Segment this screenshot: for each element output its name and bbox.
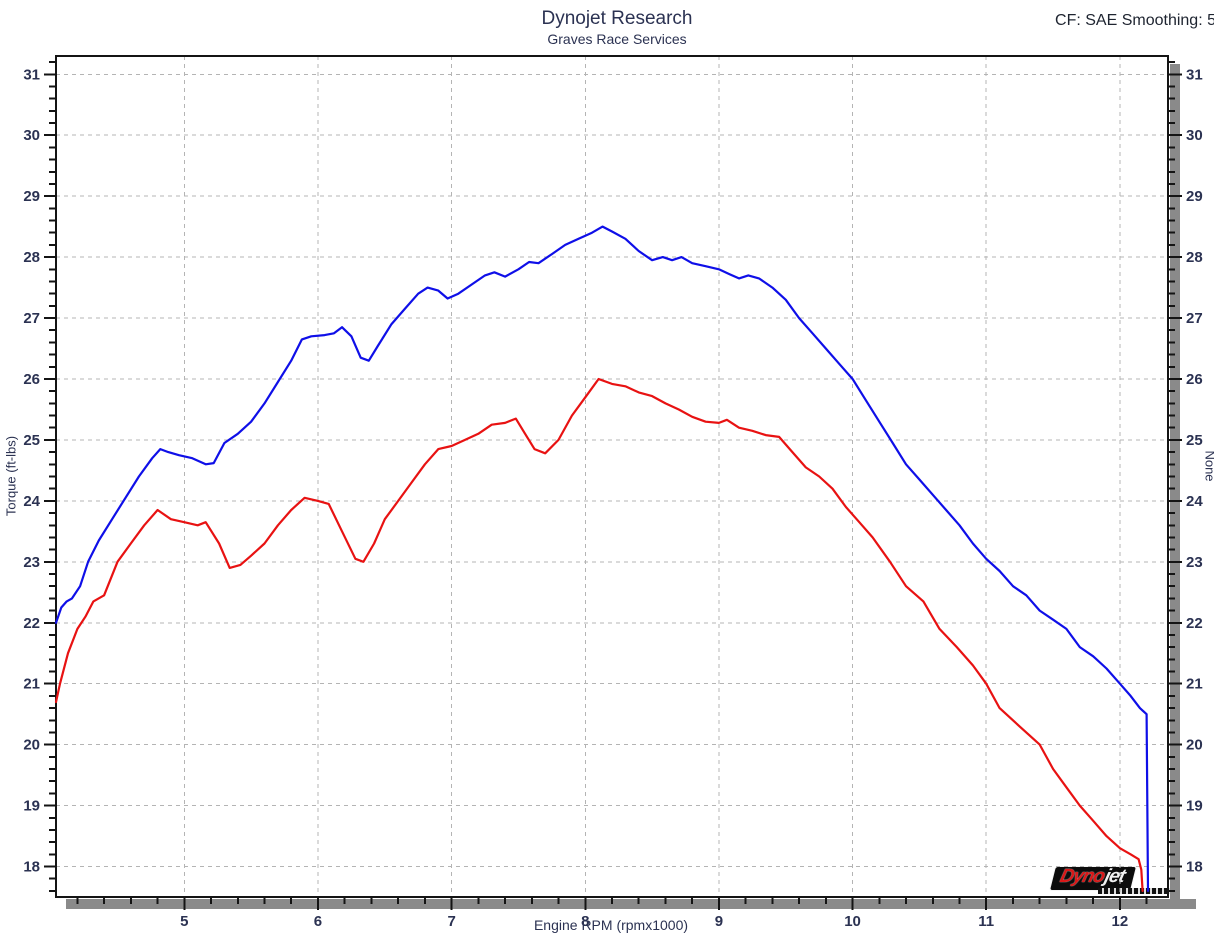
y-tick-label-right: 19 <box>1186 798 1203 815</box>
torque-curve-blue <box>54 225 1150 893</box>
y-tick-label-left: 22 <box>23 615 40 632</box>
y-tick-label-left: 30 <box>23 127 40 144</box>
y-tick-label-right: 29 <box>1186 188 1203 205</box>
y-tick-label-left: 21 <box>23 676 40 693</box>
y-tick-label-right: 20 <box>1186 737 1203 754</box>
x-tick-label: 7 <box>447 913 455 930</box>
x-tick-label: 5 <box>180 913 188 930</box>
page-subtitle: Graves Race Services <box>547 31 687 47</box>
y-tick-label-left: 23 <box>23 554 40 571</box>
plot-shadow-right <box>1170 64 1180 908</box>
y-tick-label-left: 25 <box>23 432 40 449</box>
correction-factor-text: CF: SAE Smoothing: 5 <box>1055 12 1214 29</box>
logo-research-strip <box>1098 888 1172 894</box>
y-tick-label-left: 29 <box>23 188 40 205</box>
y-tick-label-right: 27 <box>1186 310 1203 327</box>
y-tick-label-left: 19 <box>23 798 40 815</box>
y-tick-label-right: 22 <box>1186 615 1203 632</box>
x-tick-label: 11 <box>978 913 994 930</box>
y-tick-label-right: 18 <box>1186 859 1203 876</box>
dynojet-logo: Dynojet <box>1048 866 1178 896</box>
y-tick-label-left: 31 <box>23 66 40 83</box>
y-tick-label-right: 21 <box>1186 676 1203 693</box>
x-tick-label: 8 <box>581 913 589 930</box>
y-tick-label-left: 26 <box>23 371 40 388</box>
y-tick-label-left: 20 <box>23 737 40 754</box>
torque-curve-red <box>54 377 1144 893</box>
y-tick-label-left: 27 <box>23 310 40 327</box>
y-tick-label-left: 28 <box>23 249 40 266</box>
y-tick-label-right: 23 <box>1186 554 1203 571</box>
y-tick-label-right: 31 <box>1186 66 1203 83</box>
x-tick-label: 12 <box>1112 913 1129 930</box>
x-axis-label: Engine RPM (rpmx1000) <box>533 917 689 933</box>
page-title: Dynojet Research <box>541 8 693 29</box>
y-tick-label-right: 24 <box>1186 493 1203 510</box>
y-tick-label-left: 24 <box>23 493 40 510</box>
y-tick-label-left: 18 <box>23 859 40 876</box>
x-tick-label: 9 <box>715 913 723 930</box>
plot-shadow-bottom <box>66 899 1196 909</box>
y-tick-label-right: 30 <box>1186 127 1203 144</box>
plot-frame <box>55 55 1169 898</box>
x-tick-label: 10 <box>844 913 861 930</box>
y-tick-label-right: 28 <box>1186 249 1203 266</box>
x-tick-label: 6 <box>314 913 322 930</box>
y-tick-label-right: 26 <box>1186 371 1203 388</box>
y-tick-label-right: 25 <box>1186 432 1203 449</box>
